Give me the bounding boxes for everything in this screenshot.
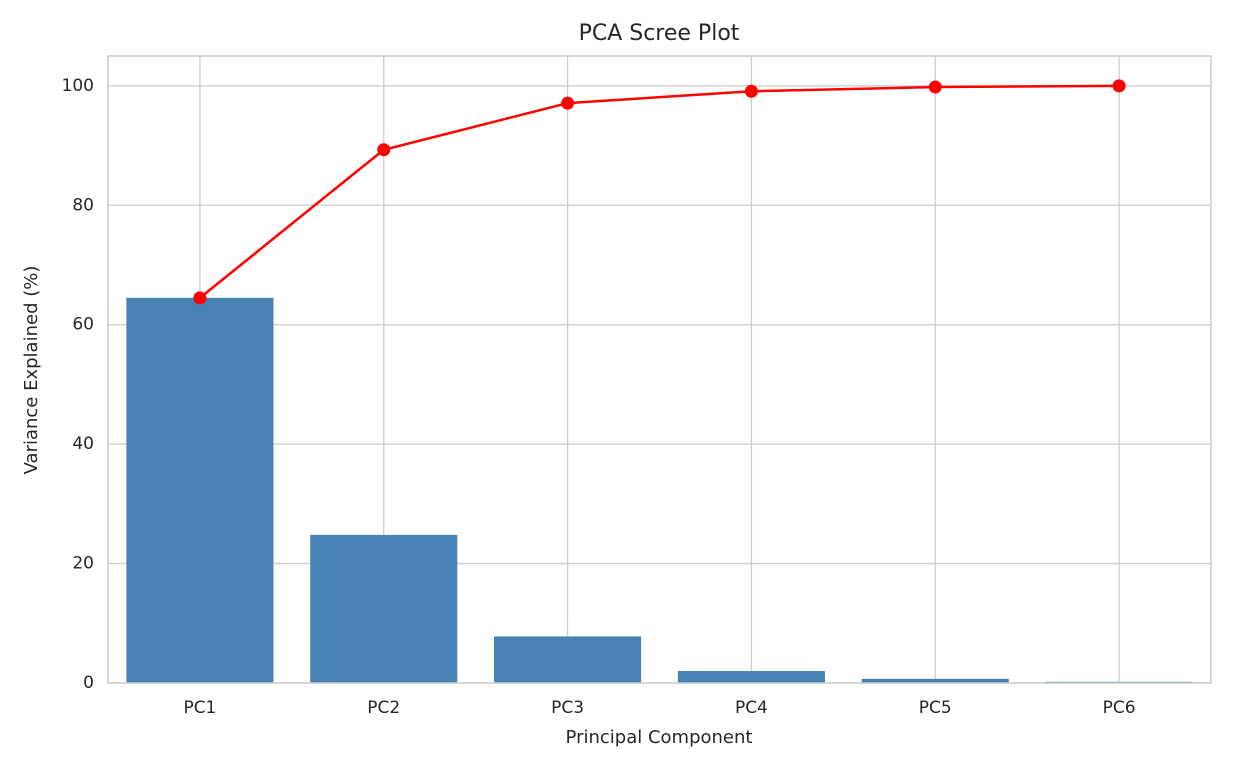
cumulative-marker [561, 96, 575, 110]
x-tick-label: PC6 [1103, 698, 1136, 718]
bar [310, 534, 458, 683]
x-tick-label: PC3 [551, 698, 584, 718]
bar [861, 678, 1009, 683]
x-tick-label: PC2 [367, 698, 400, 718]
cumulative-line [199, 84, 1120, 299]
plot-frame [107, 55, 1212, 684]
bar [126, 297, 274, 683]
y-tick-label: 100 [62, 76, 94, 96]
cumulative-marker [193, 291, 207, 305]
plot-area [108, 56, 1211, 683]
x-tick-label: PC1 [183, 698, 216, 718]
y-axis-label: Variance Explained (%) [21, 266, 42, 475]
x-axis-label: Principal Component [566, 727, 753, 748]
chart-title: PCA Scree Plot [579, 21, 740, 46]
y-tick-label: 80 [72, 195, 94, 215]
bar [677, 671, 825, 683]
x-tick-label: PC5 [919, 698, 952, 718]
y-tick-label: 40 [72, 434, 94, 454]
y-tick-label: 60 [72, 315, 94, 335]
cumulative-marker [744, 84, 758, 98]
cumulative-marker [928, 80, 942, 94]
cumulative-marker [377, 143, 391, 157]
y-tick-label: 0 [83, 673, 94, 693]
x-tick-label: PC4 [735, 698, 768, 718]
y-tick-label: 20 [72, 554, 94, 574]
cumulative-marker [1112, 79, 1126, 93]
bar [494, 636, 642, 683]
